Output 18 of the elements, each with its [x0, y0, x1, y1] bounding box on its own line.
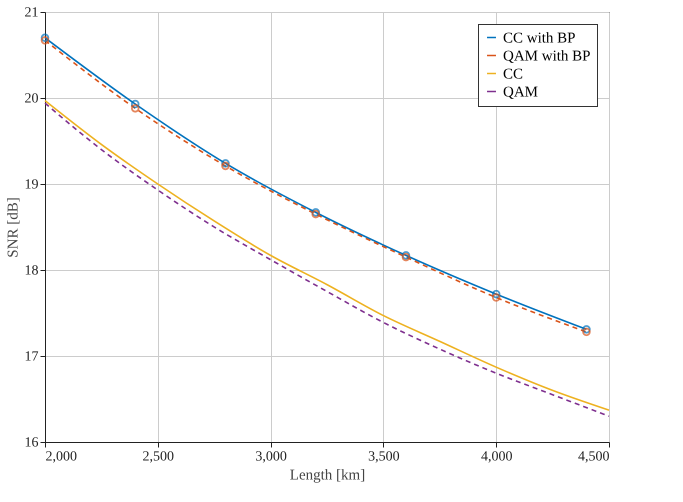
y-tick-label: 21	[24, 6, 38, 20]
y-tick-label: 18	[24, 264, 38, 278]
y-tick-label: 16	[24, 436, 38, 450]
y-tick-label: 20	[24, 92, 38, 106]
x-axis-title: Length [km]	[290, 468, 366, 484]
x-tick-label: 3,000	[255, 450, 287, 464]
x-tick-label: 2,500	[142, 450, 174, 464]
x-tick-label: 4,000	[480, 450, 512, 464]
legend-label: CC with BP	[503, 30, 576, 46]
x-tick-label: 3,500	[368, 450, 400, 464]
legend-label: QAM	[503, 84, 538, 100]
x-tick-label: 4,500	[578, 450, 610, 464]
legend-label: CC	[503, 66, 524, 82]
y-axis-title: SNR [dB]	[6, 197, 22, 258]
y-tick-label: 19	[24, 178, 38, 192]
x-tick-label: 2,000	[46, 450, 77, 464]
y-tick-label: 17	[24, 350, 38, 364]
legend-label: QAM with BP	[503, 48, 591, 64]
